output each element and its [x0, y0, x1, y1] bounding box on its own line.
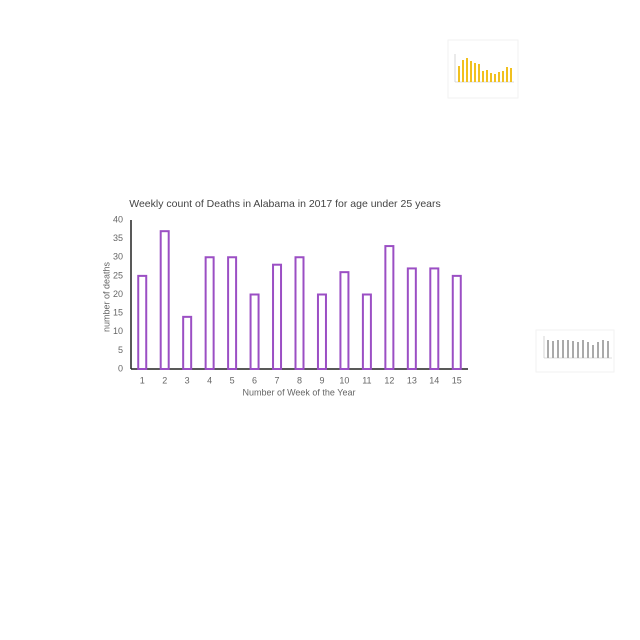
- x-tick-label: 11: [362, 375, 371, 385]
- x-tick-label: 13: [407, 375, 417, 385]
- y-tick-label: 40: [113, 214, 123, 224]
- y-tick-label: 5: [118, 345, 123, 355]
- thumbnail-gray: [535, 329, 615, 373]
- bar: [339, 271, 350, 370]
- x-tick-label: 10: [339, 375, 349, 385]
- chart-title: Weekly count of Deaths in Alabama in 201…: [129, 198, 441, 210]
- bar: [272, 263, 283, 371]
- x-tick-label: 7: [275, 375, 280, 385]
- bar: [384, 245, 395, 370]
- x-tick-label: 8: [297, 375, 302, 385]
- y-tick-label: 35: [113, 233, 123, 243]
- bar: [182, 315, 193, 371]
- bar: [227, 256, 238, 370]
- bar: [361, 293, 372, 370]
- bar: [249, 293, 260, 370]
- x-axis-label: Number of Week of the Year: [243, 387, 356, 397]
- bar: [316, 293, 327, 370]
- y-tick-label: 30: [113, 252, 123, 262]
- y-tick-label: 0: [118, 363, 123, 373]
- bar: [204, 256, 215, 370]
- x-tick-label: 5: [230, 375, 235, 385]
- x-tick-label: 4: [207, 375, 212, 385]
- x-tick-label: 3: [185, 375, 190, 385]
- y-tick-label: 15: [113, 308, 123, 318]
- bar: [406, 267, 417, 370]
- bar: [159, 230, 170, 370]
- x-tick-label: 1: [140, 375, 145, 385]
- y-tick-label: 10: [113, 326, 123, 336]
- x-tick-label: 15: [452, 375, 462, 385]
- bar: [451, 274, 462, 370]
- y-tick-label: 20: [113, 289, 123, 299]
- x-tick-label: 12: [384, 375, 394, 385]
- x-tick-label: 6: [252, 375, 257, 385]
- y-tick-label: 25: [113, 270, 123, 280]
- bar: [294, 256, 305, 370]
- thumbnail-yellow: [447, 39, 519, 99]
- y-axis-label: number of deaths: [101, 261, 111, 332]
- x-tick-label: 9: [319, 375, 324, 385]
- bar: [137, 274, 148, 370]
- x-tick-label: 14: [429, 375, 439, 385]
- bar: [429, 267, 440, 370]
- x-tick-label: 2: [162, 375, 167, 385]
